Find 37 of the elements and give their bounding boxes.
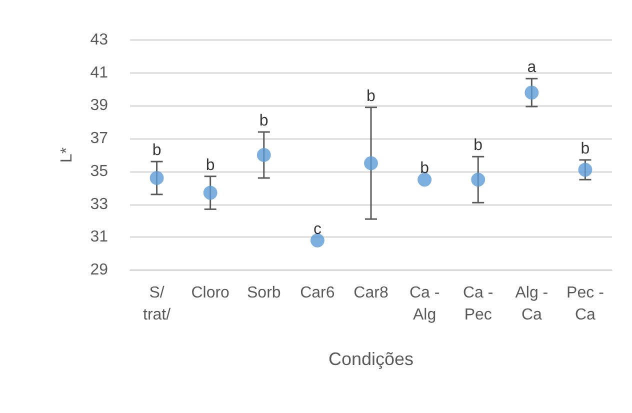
y-tick-label: 31	[90, 228, 108, 246]
annotation: b	[366, 88, 376, 105]
x-axis-title: Condições	[328, 349, 414, 369]
point	[310, 233, 324, 248]
x-tick-label: Car8	[354, 284, 388, 302]
point	[418, 172, 432, 187]
annotation: c	[313, 220, 322, 238]
x-tick-label: Ca - Alg	[409, 284, 440, 324]
y-tick-label: 33	[90, 196, 108, 213]
annotation: b	[474, 137, 483, 154]
y-tick-label: 37	[90, 130, 108, 148]
annotation: b	[580, 140, 590, 158]
point	[471, 172, 486, 187]
y-tick-label: 35	[90, 162, 108, 180]
x-tick-label: Cloro	[191, 284, 230, 302]
y-tick-label: 43	[90, 32, 108, 48]
annotation: b	[206, 156, 215, 174]
annotation: b	[259, 112, 268, 130]
point	[203, 186, 218, 200]
x-tick-label: Pec - Ca	[566, 284, 604, 324]
point	[524, 86, 539, 100]
x-tick-label: Car6	[300, 284, 335, 302]
y-tick-label: 41	[90, 64, 108, 82]
point	[150, 171, 164, 185]
x-tick-label: Ca - Pec	[462, 284, 494, 324]
point	[256, 148, 271, 162]
annotation: a	[527, 59, 536, 76]
y-tick-label: 29	[90, 262, 108, 278]
x-tick-label: Sorb	[246, 284, 281, 302]
point	[578, 162, 592, 177]
x-tick-label: Alg - Ca	[515, 284, 548, 324]
annotation: b	[152, 142, 162, 160]
y-tick-label: 39	[90, 97, 108, 114]
y-axis-title: L*	[58, 147, 76, 163]
x-tick-label: S/ trat/	[142, 284, 172, 324]
point	[364, 156, 378, 170]
annotation: b	[420, 160, 430, 178]
